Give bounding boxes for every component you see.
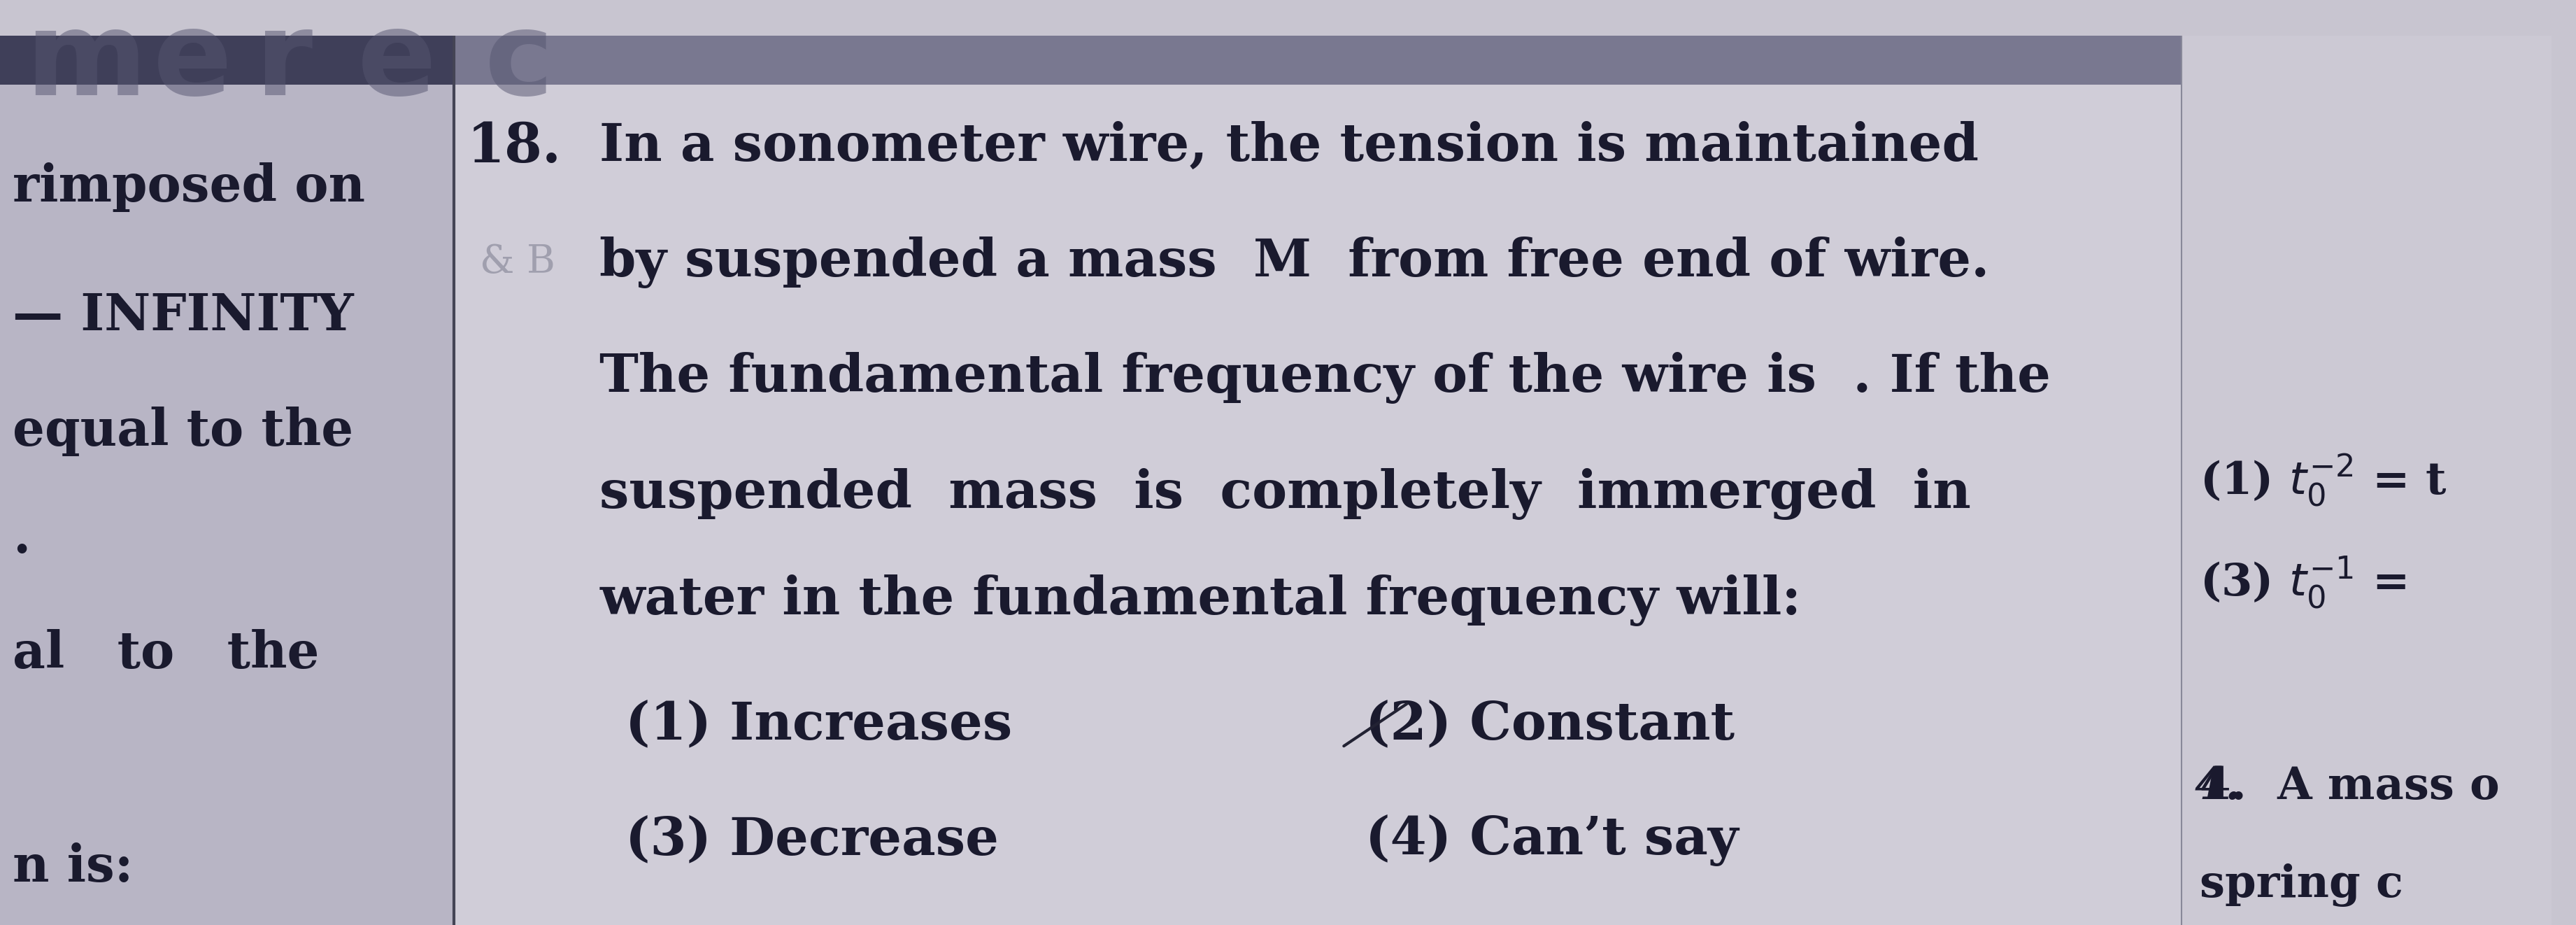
- Bar: [453, 36, 2182, 925]
- Text: (3) Decrease: (3) Decrease: [626, 815, 999, 866]
- Text: 4.  A mass o: 4. A mass o: [2200, 766, 2499, 808]
- Text: rimposed on: rimposed on: [13, 162, 366, 212]
- Bar: [2182, 36, 2553, 925]
- Text: r: r: [255, 6, 312, 119]
- Text: (4) Can’t say: (4) Can’t say: [1365, 815, 1739, 867]
- Text: .: .: [13, 513, 31, 563]
- Text: The fundamental frequency of the wire is  . If the: The fundamental frequency of the wire is…: [600, 352, 2050, 404]
- Text: suspended  mass  is  completely  immerged  in: suspended mass is completely immerged in: [600, 468, 1971, 520]
- Text: c: c: [484, 6, 554, 119]
- Text: & B: & B: [479, 243, 556, 281]
- Text: e: e: [152, 6, 232, 119]
- Text: 4.: 4.: [2195, 766, 2241, 808]
- Text: In a sonometer wire, the tension is maintained: In a sonometer wire, the tension is main…: [600, 121, 1978, 172]
- Text: equal to the: equal to the: [13, 407, 353, 456]
- Bar: [0, 36, 453, 84]
- Text: water in the fundamental frequency will:: water in the fundamental frequency will:: [600, 574, 1801, 626]
- Text: — INFINITY: — INFINITY: [13, 291, 353, 340]
- Text: n is:: n is:: [13, 843, 134, 892]
- Text: 18.: 18.: [466, 120, 562, 173]
- Text: by suspended a mass  M  from free end of wire.: by suspended a mass M from free end of w…: [600, 237, 1989, 289]
- Text: (1) $t_0^{-2}$ = t: (1) $t_0^{-2}$ = t: [2200, 452, 2447, 508]
- Text: al   to   the: al to the: [13, 629, 319, 679]
- Bar: [0, 36, 453, 925]
- Text: (3) $t_0^{-1}$ =: (3) $t_0^{-1}$ =: [2200, 555, 2406, 610]
- Bar: [453, 36, 2182, 84]
- Text: (2) Constant: (2) Constant: [1365, 699, 1734, 750]
- Text: spring c: spring c: [2200, 863, 2403, 907]
- Text: (1) Increases: (1) Increases: [626, 699, 1012, 750]
- Text: e: e: [358, 6, 435, 119]
- Text: m: m: [26, 6, 147, 119]
